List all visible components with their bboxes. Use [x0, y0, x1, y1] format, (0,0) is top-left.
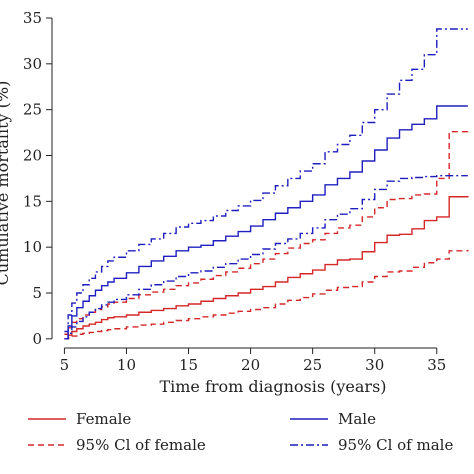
series-group	[64, 28, 469, 340]
x-tick-label: 25	[303, 356, 322, 374]
series-line-3	[64, 105, 468, 340]
x-ticks: 5 10 15 20 25 30 35	[60, 348, 446, 374]
y-ticks: 0 5 10 15 20 25 30 35	[23, 9, 52, 348]
series-line-5	[64, 174, 468, 340]
y-tick-label: 20	[23, 147, 42, 165]
x-tick-label: 5	[60, 356, 70, 374]
series-line-1	[64, 130, 469, 335]
series-line-2	[64, 249, 469, 340]
x-tick-label: 10	[117, 356, 136, 374]
y-tick-label: 35	[23, 9, 42, 27]
y-tick-label: 15	[23, 192, 42, 210]
y-tick-label: 0	[32, 330, 42, 348]
y-tick-label: 10	[23, 238, 42, 256]
y-tick-label: 25	[23, 101, 42, 119]
legend: Female 95% Cl of female Male 95% Cl of male	[28, 410, 453, 454]
x-tick-label: 20	[241, 356, 260, 374]
legend-label-0: Female	[76, 410, 131, 428]
x-tick-label: 15	[179, 356, 198, 374]
axes	[51, 18, 437, 349]
y-tick-label: 5	[32, 284, 42, 302]
y-tick-label: 30	[23, 55, 42, 73]
legend-label-1: 95% Cl of female	[76, 436, 206, 454]
legend-label-2: Male	[338, 410, 376, 428]
x-tick-label: 30	[365, 356, 384, 374]
series-line-4	[64, 28, 468, 333]
x-axis-title: Time from diagnosis (years)	[159, 377, 386, 396]
y-axis-title: Cumulative mortality (%)	[0, 81, 12, 286]
x-tick-label: 35	[427, 356, 446, 374]
legend-label-3: 95% Cl of male	[338, 436, 453, 454]
series-line-0	[64, 195, 469, 340]
